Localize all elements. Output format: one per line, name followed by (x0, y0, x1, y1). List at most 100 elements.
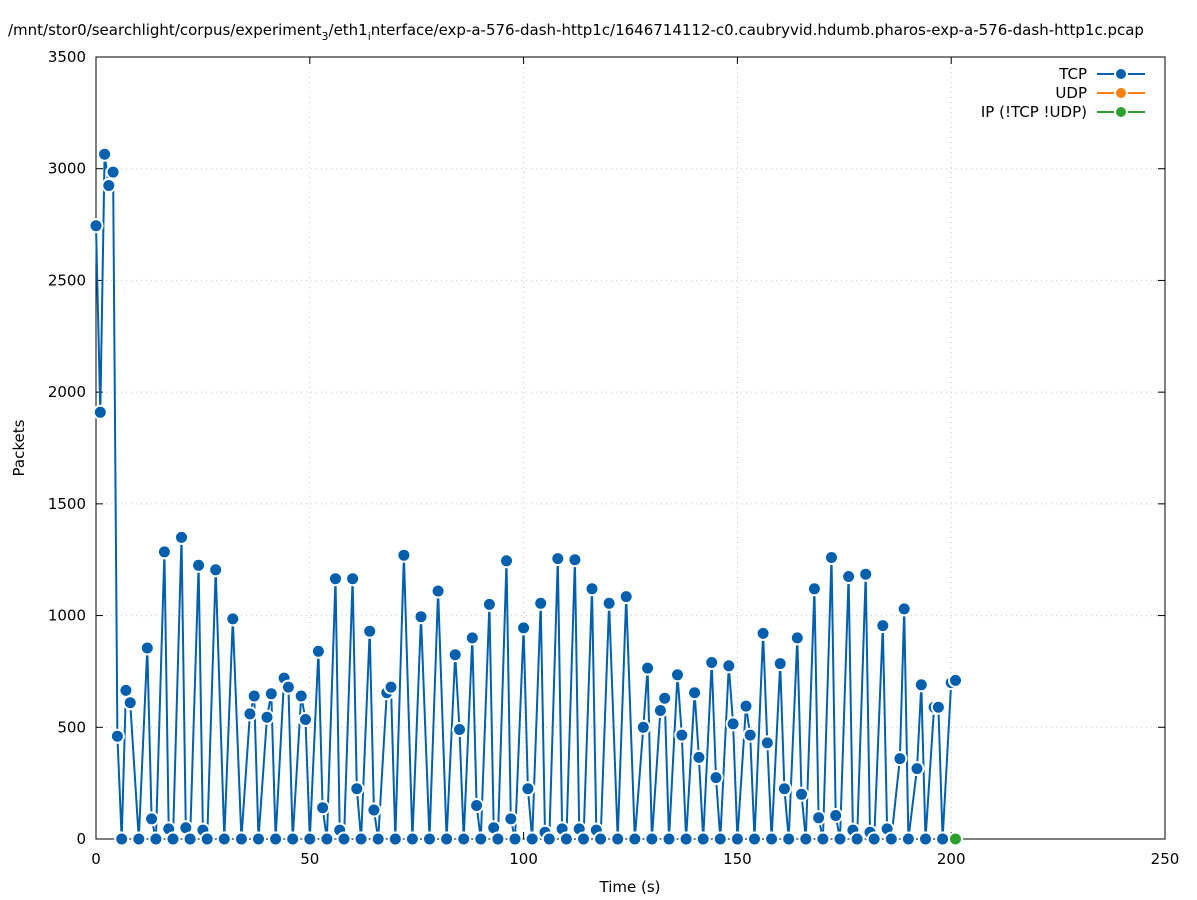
data-point (930, 699, 946, 715)
data-point (584, 581, 600, 597)
data-point (148, 831, 164, 847)
data-point (199, 831, 215, 847)
data-point (644, 831, 660, 847)
data-point (280, 679, 296, 695)
data-point (781, 831, 797, 847)
data-point (567, 552, 583, 568)
data-point (776, 781, 792, 797)
data-point (507, 831, 523, 847)
data-point (165, 831, 181, 847)
data-point (815, 831, 831, 847)
data-point (469, 798, 485, 813)
data-point (828, 808, 844, 823)
data-point (362, 623, 378, 639)
legend-marker (1114, 86, 1128, 100)
data-point (503, 811, 519, 827)
data-point (798, 831, 814, 847)
data-point (618, 589, 634, 605)
data-point (490, 831, 506, 847)
data-point (691, 749, 707, 765)
data-point (315, 800, 331, 816)
data-point (208, 562, 224, 578)
data-point (156, 544, 172, 560)
data-point (708, 770, 724, 786)
y-tick-label: 2000 (48, 383, 86, 401)
data-point (310, 643, 326, 659)
chart-title-sub-1: 3 (322, 30, 329, 43)
data-point (883, 831, 899, 847)
data-point (738, 698, 754, 714)
data-point (794, 786, 809, 802)
data-point (336, 831, 352, 847)
x-tick-labels: 0 50 100 150 200 250 (91, 850, 1179, 868)
data-point (144, 811, 160, 827)
data-point (396, 547, 412, 563)
data-point (541, 831, 557, 847)
data-point (328, 571, 343, 587)
y-tick-label: 1000 (48, 607, 86, 625)
series-layer (88, 146, 963, 847)
data-point (725, 716, 741, 732)
data-point (233, 831, 249, 847)
data-point (789, 630, 805, 646)
y-tick-labels: 0 500 1000 1500 2000 2500 3000 3500 (48, 48, 86, 848)
data-point (370, 831, 386, 847)
data-point (935, 831, 951, 847)
data-point (670, 667, 685, 683)
series-tcp (88, 146, 963, 847)
x-tick-label: 150 (723, 850, 752, 868)
x-tick-label: 200 (937, 850, 966, 868)
data-point (349, 781, 365, 797)
legend-marker (1114, 105, 1128, 119)
data-point (174, 529, 189, 545)
x-tick-label: 250 (1151, 850, 1180, 868)
data-point (139, 640, 155, 656)
legend-marker (1114, 67, 1128, 81)
data-point (627, 831, 643, 847)
y-axis-label: Packets (10, 419, 28, 476)
data-point (729, 831, 745, 847)
data-point (772, 656, 788, 672)
chart-title-sub-2: i (368, 30, 371, 43)
data-point (481, 596, 497, 612)
data-point (464, 630, 480, 646)
data-point (742, 727, 758, 743)
data-point (516, 620, 532, 636)
legend-entry: TCP (1058, 65, 1145, 83)
data-point (764, 831, 780, 847)
data-point (251, 831, 266, 847)
data-point (687, 685, 703, 701)
legend-label: UDP (1055, 84, 1087, 102)
data-point (913, 677, 929, 693)
grid (96, 57, 1165, 839)
data-point (832, 831, 848, 847)
data-point (524, 831, 540, 847)
data-point (430, 583, 446, 599)
data-point (473, 831, 489, 847)
y-tick-label: 3500 (48, 48, 86, 66)
data-point (353, 831, 369, 847)
data-point (452, 722, 467, 737)
x-tick-label: 0 (91, 850, 101, 868)
data-point (404, 831, 420, 847)
data-point (285, 831, 301, 847)
series-line (95, 153, 956, 840)
data-point (413, 609, 429, 625)
y-tick-label: 0 (76, 830, 86, 848)
legend-label: IP (!TCP !UDP) (981, 103, 1087, 121)
data-point (576, 831, 591, 847)
data-point (216, 831, 232, 847)
data-point (721, 658, 737, 674)
data-point (293, 688, 309, 704)
data-point (892, 751, 908, 767)
data-point (712, 831, 728, 847)
data-point (674, 727, 690, 743)
data-point (456, 831, 472, 847)
y-tick-label: 3000 (48, 160, 86, 178)
data-point (900, 831, 916, 847)
data-point (918, 831, 933, 847)
chart-title-part-b: /eth1 (329, 21, 368, 39)
legend-label: TCP (1058, 65, 1087, 83)
